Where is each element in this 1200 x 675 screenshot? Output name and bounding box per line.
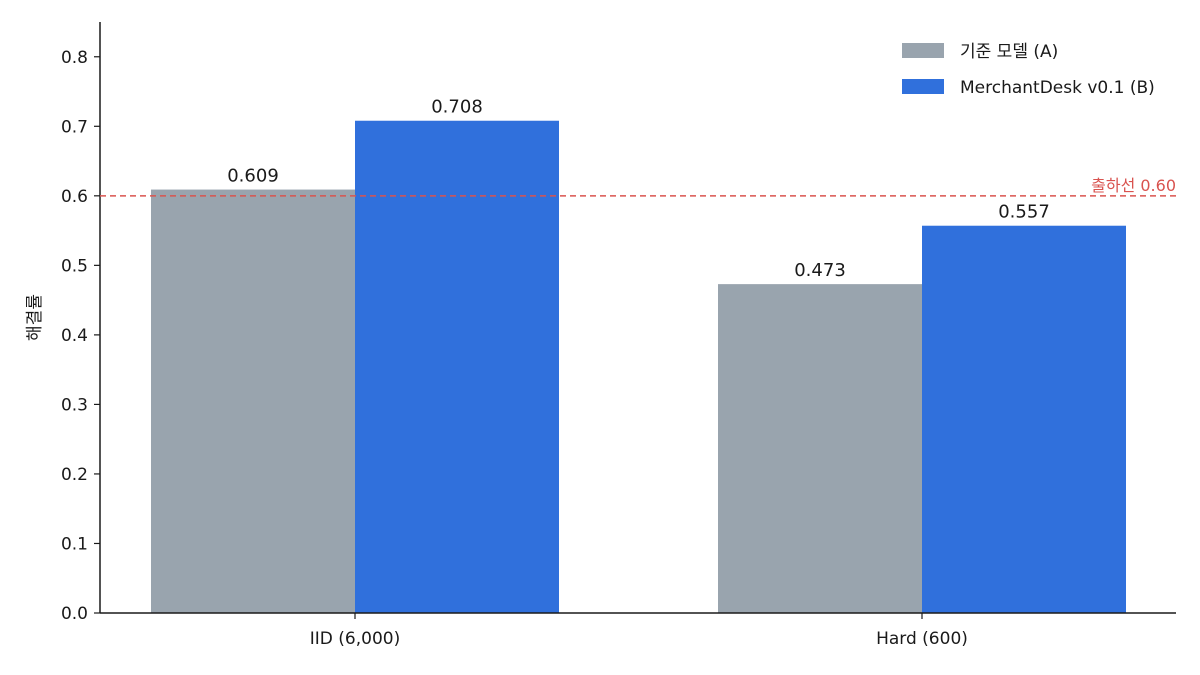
legend-label: MerchantDesk v0.1 (B) [960, 78, 1155, 98]
y-tick-label: 0.6 [61, 187, 88, 207]
y-tick-label: 0.1 [61, 534, 88, 554]
y-tick-label: 0.8 [61, 48, 88, 68]
data-label: 0.708 [431, 97, 483, 118]
y-tick-label: 0.3 [61, 395, 88, 415]
legend: 기준 모델 (A) MerchantDesk v0.1 (B) [902, 42, 1155, 98]
y-axis-title: 해결률 [25, 294, 45, 341]
data-label: 0.609 [227, 166, 279, 187]
x-tick-label: IID (6,000) [310, 629, 400, 649]
y-tick-label: 0.5 [61, 256, 88, 276]
legend-swatch [902, 43, 944, 58]
y-tick-label: 0.2 [61, 465, 88, 485]
bar-merchantdesk-0 [355, 120, 559, 614]
bar-baseline-0 [151, 189, 355, 613]
x-tick-label: Hard (600) [876, 629, 968, 649]
legend-swatch [902, 79, 944, 94]
y-tick-label: 0.0 [61, 604, 88, 624]
data-label: 0.473 [794, 260, 846, 281]
reference-line-label: 출하선 0.60 [1091, 176, 1176, 195]
y-tick-label: 0.4 [61, 326, 88, 346]
bar-merchantdesk-1 [922, 225, 1126, 613]
legend-label: 기준 모델 (A) [960, 42, 1058, 62]
bar-baseline-1 [718, 284, 922, 613]
y-tick-label: 0.7 [61, 117, 88, 137]
data-label: 0.557 [998, 202, 1050, 223]
